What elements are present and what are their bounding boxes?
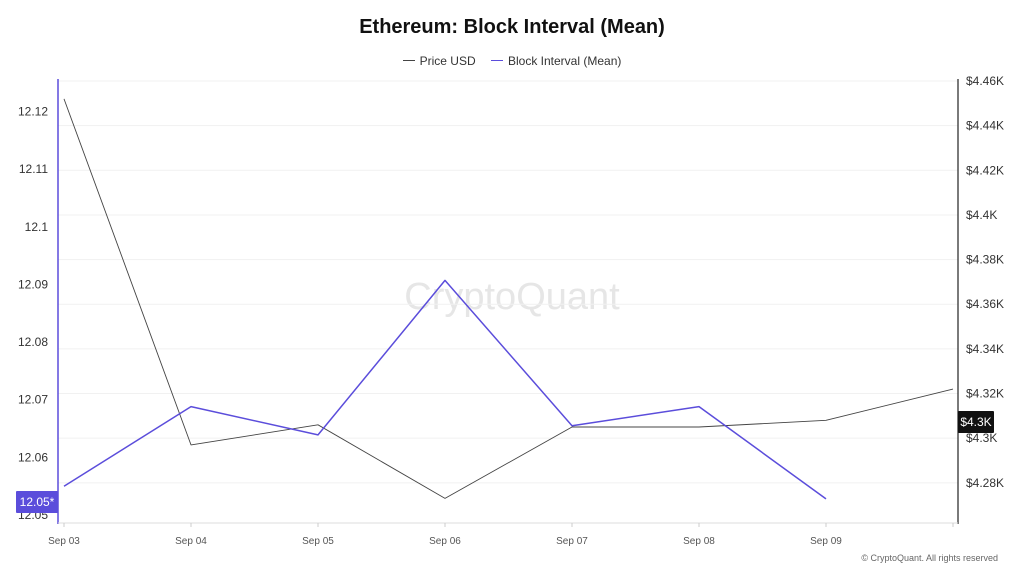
legend-swatch-block-interval — [490, 60, 503, 61]
x-tick-label: Sep 08 — [683, 536, 715, 547]
x-tick-label: Sep 04 — [175, 536, 207, 547]
right-tick-label: $4.36K — [966, 297, 1004, 311]
left-tick-label: 12.1 — [25, 220, 49, 234]
x-tick-label: Sep 06 — [429, 536, 461, 547]
block-interval-line — [63, 279, 827, 500]
right-value-badge-text: $4.3K — [960, 415, 991, 429]
price-usd-line — [63, 98, 954, 499]
right-tick-label: $4.28K — [966, 476, 1004, 490]
left-tick-label: 12.06 — [18, 450, 48, 464]
left-value-badge-text: 12.05* — [20, 495, 55, 509]
chart-title: Ethereum: Block Interval (Mean) — [359, 16, 665, 38]
left-value-badge — [16, 491, 58, 513]
left-tick-label: 12.07 — [18, 393, 48, 407]
legend-item-price[interactable]: Price USD — [402, 53, 476, 68]
x-tick-label: Sep 05 — [302, 536, 334, 547]
legend-label-block-interval: Block Interval (Mean) — [507, 53, 622, 68]
x-tick-label: Sep 07 — [556, 536, 588, 547]
right-tick-label: $4.46K — [966, 74, 1004, 88]
right-tick-label: $4.42K — [966, 163, 1004, 177]
left-tick-label: 12.08 — [18, 335, 48, 349]
copyright-text: © CryptoQuant. All rights reserved — [861, 553, 998, 563]
x-tick-label: Sep 03 — [48, 536, 80, 547]
left-tick-label: 12.11 — [19, 162, 48, 176]
right-value-badge — [958, 411, 994, 433]
left-tick-label: 12.12 — [18, 105, 48, 119]
legend-label-price: Price USD — [419, 53, 476, 68]
right-tick-label: $4.38K — [966, 253, 1004, 267]
legend: Price USD Block Interval (Mean) — [0, 50, 1024, 68]
watermark: CryptoQuant — [404, 276, 620, 318]
right-tick-label: $4.4K — [966, 208, 997, 222]
right-tick-label: $4.3K — [966, 431, 997, 445]
right-tick-label: $4.34K — [966, 342, 1004, 356]
right-tick-label: $4.32K — [966, 387, 1004, 401]
legend-item-block-interval[interactable]: Block Interval (Mean) — [490, 53, 622, 68]
left-tick-label: 12.09 — [18, 277, 48, 291]
x-tick-label: Sep 09 — [810, 536, 842, 547]
legend-swatch-price — [402, 60, 415, 61]
right-tick-label: $4.44K — [966, 119, 1004, 133]
